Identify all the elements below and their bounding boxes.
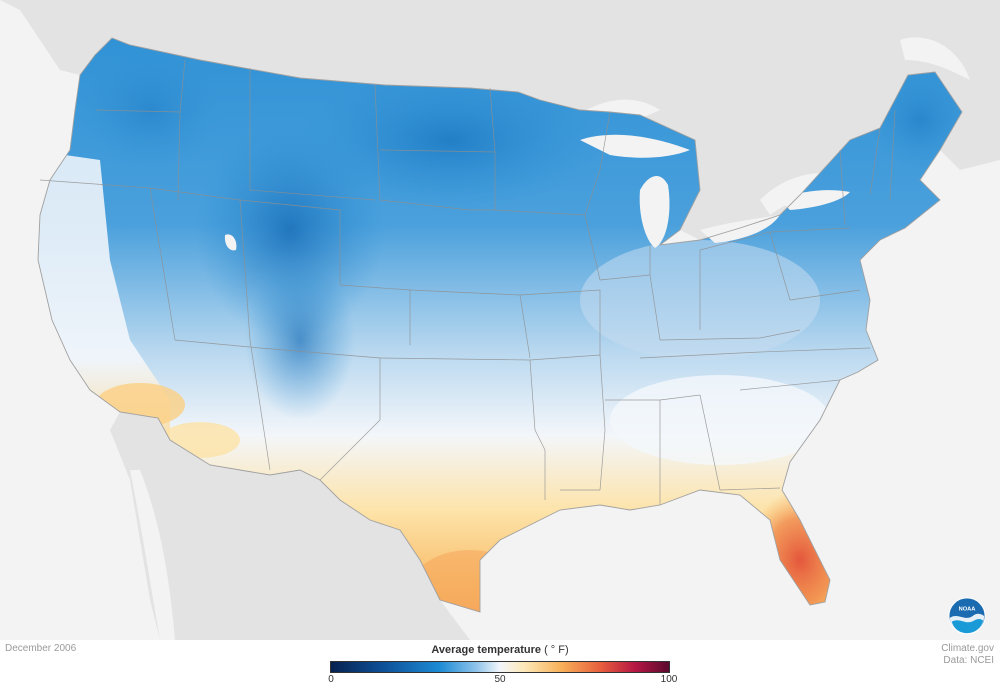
- state-borders: [39, 59, 896, 505]
- lake-erie: [700, 215, 780, 243]
- great-salt-lake: [224, 234, 237, 251]
- credit-data: Data: NCEI: [943, 655, 994, 666]
- legend-unit: ( ° F): [544, 644, 569, 656]
- legend-tick-0: 0: [328, 674, 334, 685]
- legend-color-bar: [330, 661, 670, 673]
- legend-ticks: 0 50 100: [328, 673, 677, 685]
- legend-title-text: Average temperature: [431, 644, 541, 656]
- noaa-logo-text: NOAA: [959, 606, 976, 612]
- legend-tick-100: 100: [660, 674, 678, 685]
- legend-title: Average temperature ( ° F): [330, 644, 670, 658]
- temperature-map: [0, 0, 1000, 640]
- credits: Climate.gov Data: NCEI: [941, 643, 994, 667]
- noaa-logo: NOAA: [948, 597, 986, 635]
- credit-source: Climate.gov: [941, 643, 994, 654]
- map-svg: [0, 0, 1000, 640]
- color-legend: Average temperature ( ° F) 0 50 100: [328, 644, 677, 685]
- map-footer: December 2006 Average temperature ( ° F)…: [0, 640, 1000, 690]
- lake-ontario: [780, 190, 850, 210]
- legend-tick-50: 50: [494, 674, 506, 685]
- lake-michigan: [639, 175, 670, 248]
- lake-superior: [580, 134, 690, 158]
- date-label: December 2006: [5, 643, 77, 654]
